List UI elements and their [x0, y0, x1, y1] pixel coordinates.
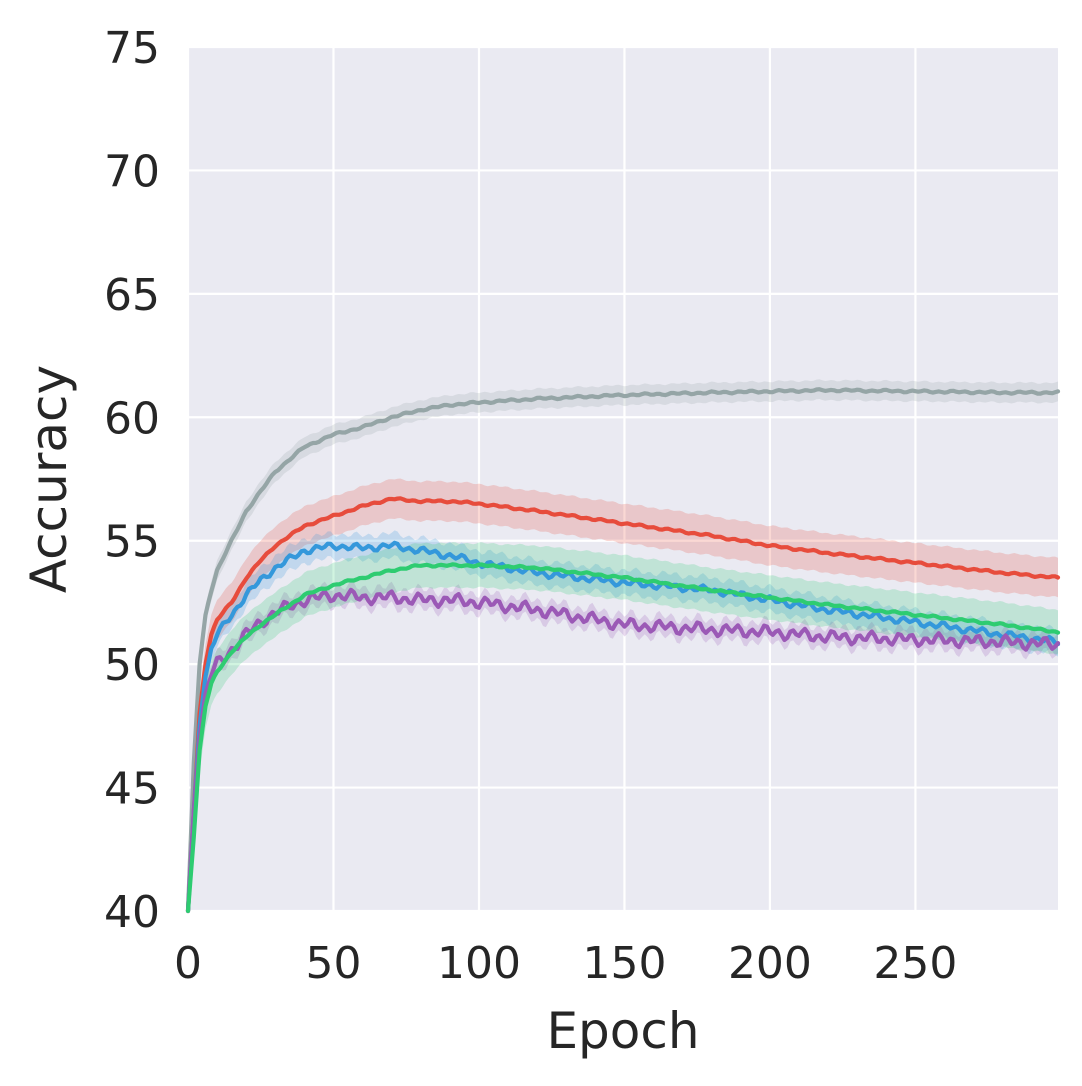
y-tick-labels: 40 45 50 55 60 65 70 75: [104, 23, 160, 938]
y-tick-label: 60: [104, 393, 160, 444]
series-lines: [185, 387, 1061, 914]
x-tick-label: 150: [582, 938, 666, 989]
x-tick-label: 100: [437, 938, 521, 989]
y-axis-label: Accuracy: [20, 365, 78, 593]
plot-background: [188, 47, 1058, 911]
x-tick-label: 200: [728, 938, 812, 989]
series-line-gray: [185, 387, 1061, 914]
y-tick-label: 70: [104, 146, 160, 197]
y-tick-label: 75: [104, 23, 160, 74]
y-tick-label: 65: [104, 270, 160, 321]
y-tick-label: 55: [104, 517, 160, 568]
x-tick-label: 50: [305, 938, 361, 989]
x-tick-labels: 0 50 100 150 200 250: [174, 938, 957, 989]
y-tick-label: 40: [104, 887, 160, 938]
x-tick-label: 250: [873, 938, 957, 989]
series-line-red: [185, 496, 1061, 914]
series-line-blue: [185, 540, 1061, 914]
series-line-green: [185, 562, 1061, 914]
x-axis-label: Epoch: [546, 1002, 699, 1060]
y-tick-label: 45: [104, 764, 160, 815]
grid-lines: [186, 45, 1058, 913]
x-tick-label: 0: [174, 938, 202, 989]
series-line-purple: [185, 587, 1061, 914]
y-tick-label: 50: [104, 640, 160, 691]
